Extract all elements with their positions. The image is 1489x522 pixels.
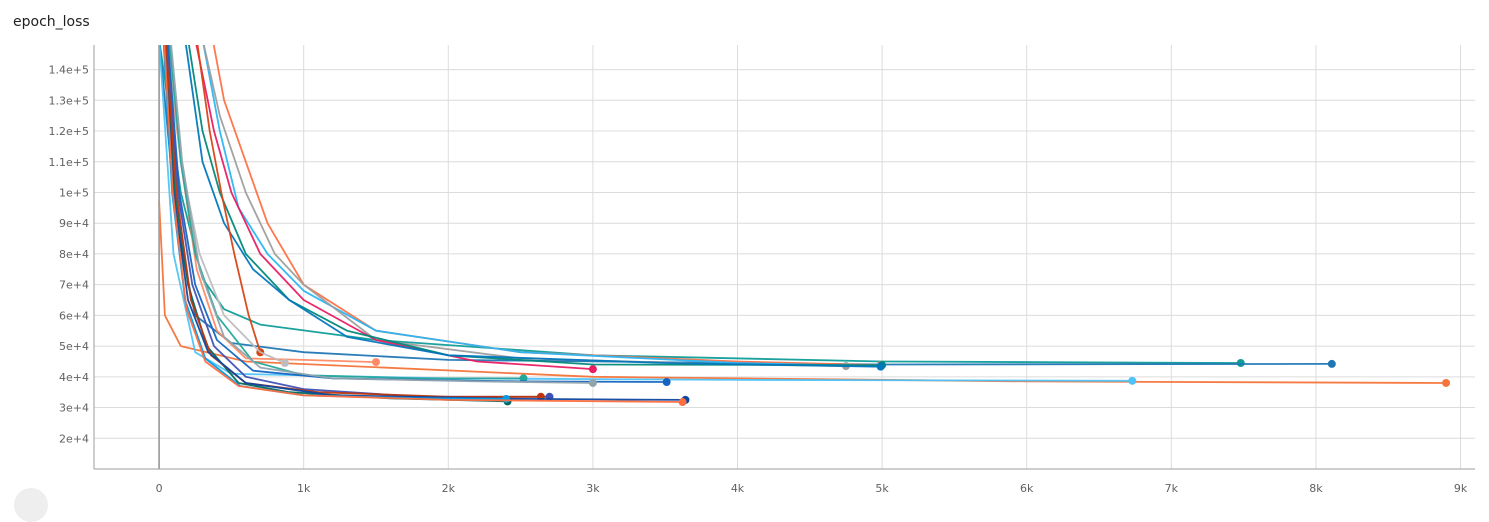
axes xyxy=(93,45,1475,470)
fab-button[interactable] xyxy=(14,488,48,522)
series-endpoint[interactable] xyxy=(371,358,380,367)
series-line[interactable] xyxy=(159,39,1242,364)
series-line[interactable] xyxy=(170,39,594,384)
series-line[interactable] xyxy=(167,39,668,383)
x-tick-label: 5k xyxy=(875,482,889,495)
series-line[interactable] xyxy=(202,39,882,368)
y-tick-label: 8e+4 xyxy=(59,248,89,261)
x-tick-label: 9k xyxy=(1454,482,1468,495)
y-tick-label: 7e+4 xyxy=(59,279,89,292)
y-tick-label: 1.3e+5 xyxy=(49,94,89,107)
x-tick-label: 8k xyxy=(1309,482,1323,495)
series-line[interactable] xyxy=(168,39,525,380)
series-line[interactable] xyxy=(202,39,847,368)
chart-title: epoch_loss xyxy=(13,14,90,30)
y-tick-label: 3e+4 xyxy=(59,402,89,415)
y-tick-label: 1.2e+5 xyxy=(49,125,89,138)
y-tick-label: 1.4e+5 xyxy=(49,64,89,77)
series-line[interactable] xyxy=(212,39,882,367)
series-endpoint[interactable] xyxy=(1128,376,1137,385)
x-tick-label: 4k xyxy=(731,482,745,495)
series-line[interactable] xyxy=(196,39,262,354)
y-tick-label: 9e+4 xyxy=(59,217,89,230)
series-line[interactable] xyxy=(167,39,286,364)
series-endpoint[interactable] xyxy=(678,398,687,407)
y-tick-label: 1.1e+5 xyxy=(49,156,89,169)
series-line[interactable] xyxy=(158,200,1447,384)
y-tick-label: 6e+4 xyxy=(59,309,89,322)
y-tick-label: 5e+4 xyxy=(59,340,89,353)
series-line[interactable] xyxy=(188,39,883,367)
series-line[interactable] xyxy=(158,39,1134,382)
series-endpoint[interactable] xyxy=(519,374,528,383)
x-tick-label: 1k xyxy=(297,482,311,495)
tick-labels: 2e+4 3e+4 4e+4 5e+4 6e+4 7e+4 8e+4 9e+4 1e+5 1.1e… xyxy=(49,64,1468,495)
y-tick-label: 2e+4 xyxy=(59,432,89,445)
x-tick-label: 7k xyxy=(1165,482,1179,495)
loss-chart: 2e+4 3e+4 4e+4 5e+4 6e+4 7e+4 8e+4 9e+4 1e+5 1.1e… xyxy=(49,39,1475,495)
series-line[interactable] xyxy=(163,39,684,403)
series-endpoint[interactable] xyxy=(1327,359,1336,368)
series-line[interactable] xyxy=(164,39,509,403)
y-tick-label: 1e+5 xyxy=(59,186,89,199)
grid xyxy=(94,45,1475,469)
y-tick-label: 4e+4 xyxy=(59,371,89,384)
x-tick-label: 2k xyxy=(442,482,456,495)
series-endpoint[interactable] xyxy=(662,378,671,387)
series-line[interactable] xyxy=(185,39,882,368)
series-endpoint[interactable] xyxy=(502,394,511,403)
series-endpoint[interactable] xyxy=(588,378,597,387)
series-line[interactable] xyxy=(195,39,594,371)
series-endpoint[interactable] xyxy=(1442,378,1451,387)
series-line[interactable] xyxy=(165,39,551,398)
x-tick-label: 6k xyxy=(1020,482,1034,495)
series-endpoint[interactable] xyxy=(280,359,289,367)
series-endpoint[interactable] xyxy=(876,362,885,371)
series xyxy=(158,39,1451,469)
x-tick-label: 3k xyxy=(586,482,600,495)
x-tick-label: 0 xyxy=(156,482,163,495)
series-endpoint[interactable] xyxy=(1236,359,1245,367)
series-endpoint[interactable] xyxy=(588,365,597,374)
